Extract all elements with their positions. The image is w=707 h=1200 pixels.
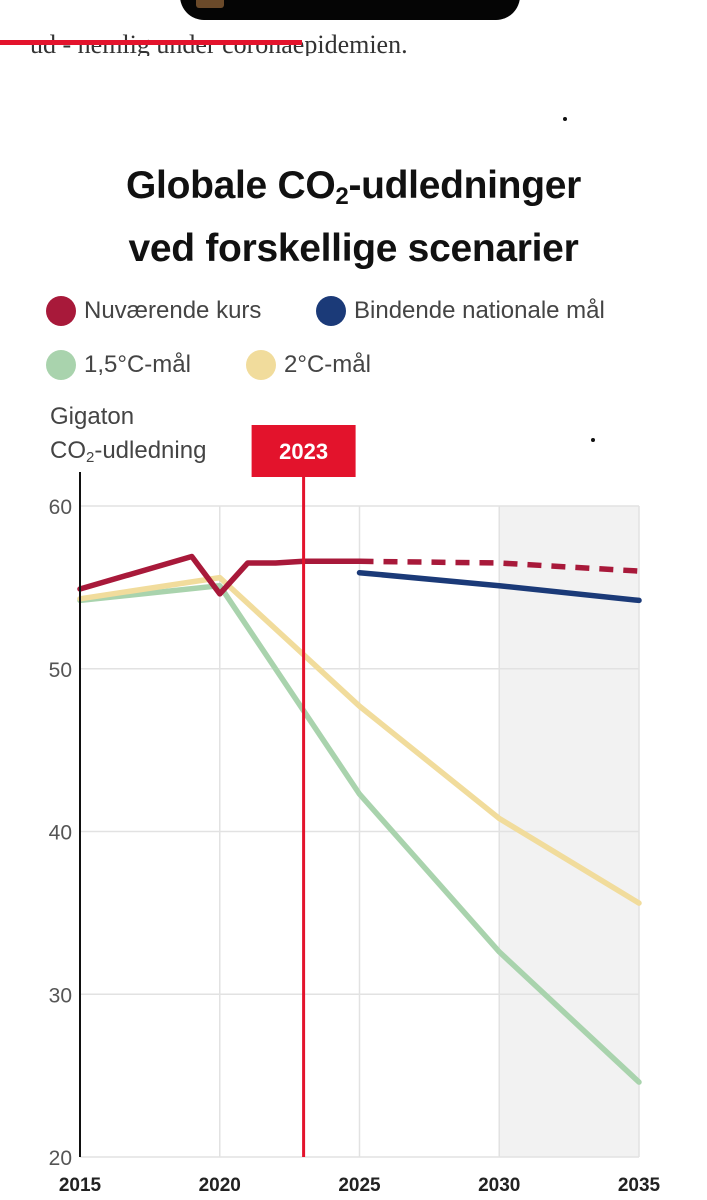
y-axis-label: Gigaton CO2-udledning [50, 400, 206, 475]
stray-dot [563, 117, 567, 121]
camera-island [180, 0, 520, 20]
media-thumbnail-icon [196, 0, 224, 8]
legend-label-current: Nuværende kurs [84, 297, 262, 324]
legend-item-current: Nuværende kurs [46, 296, 261, 326]
chart-title-line2: ved forskellige scenarier [128, 227, 579, 270]
x-tick-label: 2035 [618, 1175, 661, 1196]
legend-swatch-current [46, 296, 76, 326]
y-axis-label-line2: CO2-udledning [50, 437, 207, 466]
series-line-t15 [77, 582, 642, 1085]
x-tick-label: 2030 [478, 1175, 520, 1196]
stray-dot [591, 438, 595, 442]
y-tick-label: 50 [49, 659, 72, 682]
y-axis-label-line1: Gigaton [50, 403, 135, 430]
x-tick-label: 2025 [338, 1175, 381, 1196]
series-line-t2 [77, 574, 642, 906]
series-line-binding [356, 569, 642, 604]
reading-progress-bar [0, 40, 302, 45]
x-tick-label: 2015 [59, 1175, 102, 1196]
legend-item-t15: 1,5°C-mål [46, 350, 191, 380]
y-tick-label: 20 [49, 1147, 72, 1170]
chart-title: Globale CO2-udledninger ved forskellige … [0, 160, 707, 275]
x-tick-label: 2020 [199, 1175, 241, 1196]
y-tick-label: 40 [49, 822, 72, 845]
chart-title-line1: Globale CO2-udledninger [126, 164, 581, 210]
y-tick-label: 30 [49, 984, 72, 1007]
legend-swatch-t2 [246, 350, 276, 380]
legend-label-t2: 2°C-mål [284, 351, 371, 378]
marker-badge-2023 [251, 425, 356, 477]
legend-label-t15: 1,5°C-mål [84, 351, 191, 378]
legend-swatch-t15 [46, 350, 76, 380]
legend-item-binding: Bindende nationale mål [316, 296, 605, 326]
marker-badge-label: 2023 [279, 439, 328, 464]
legend-item-t2: 2°C-mål [246, 350, 371, 380]
y-tick-label: 60 [49, 496, 72, 519]
legend-swatch-binding [316, 296, 346, 326]
legend-label-binding: Bindende nationale mål [354, 297, 605, 324]
